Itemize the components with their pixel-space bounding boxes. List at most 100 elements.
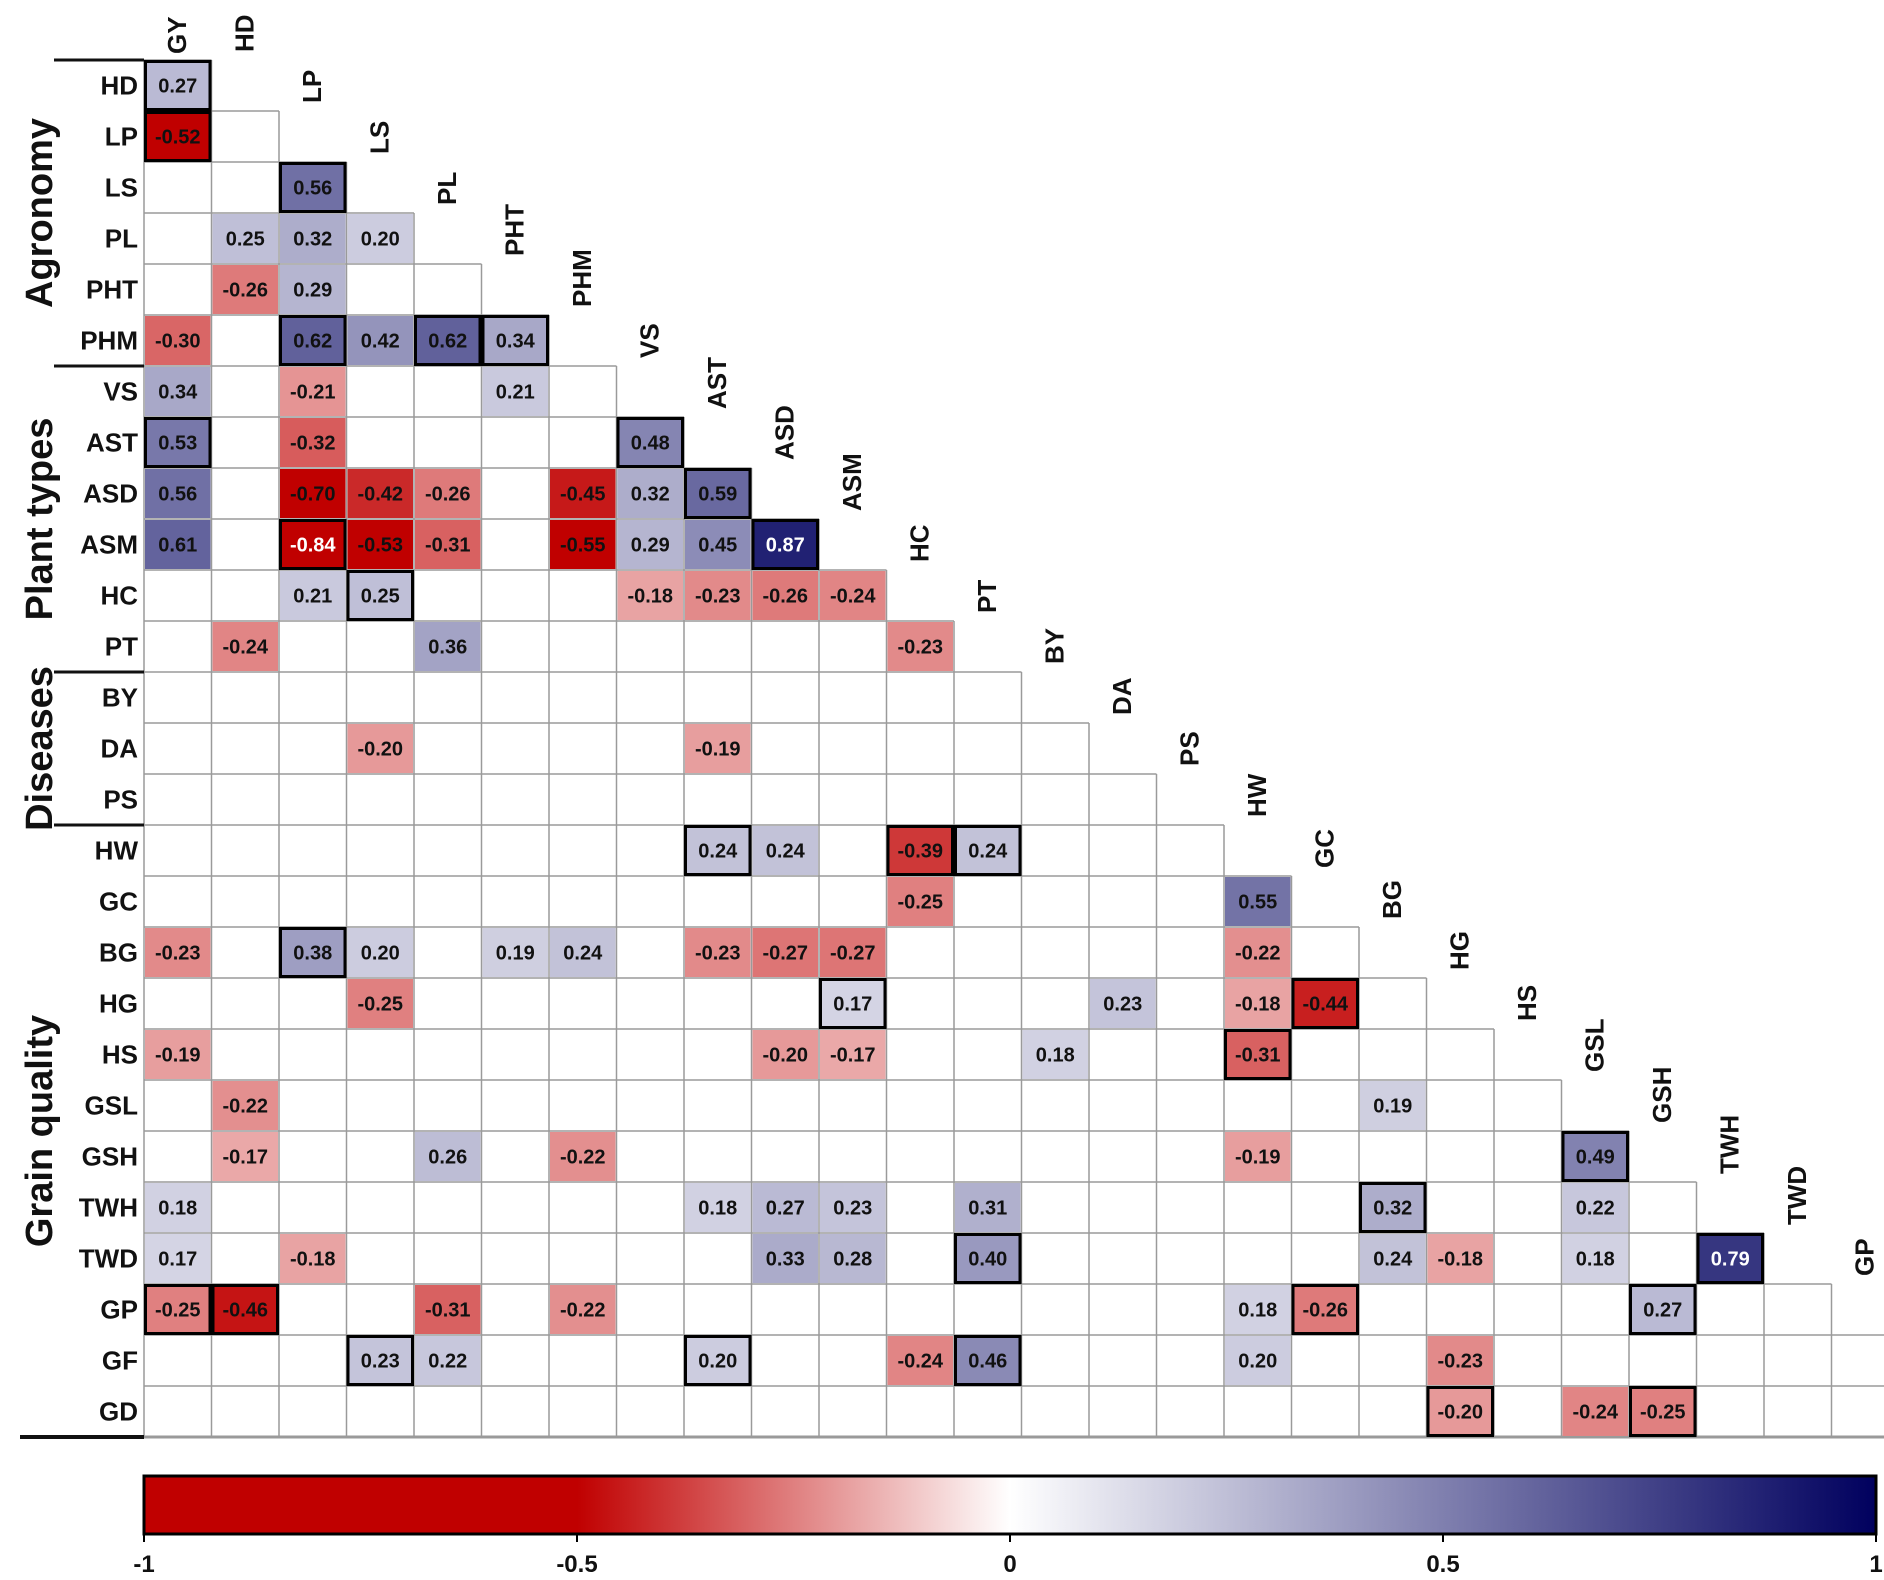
cell-value-label: 0.23 (1103, 994, 1142, 1016)
cell-value-label: -0.45 (560, 484, 606, 506)
cell-value-label: 0.29 (631, 535, 670, 557)
heatmap-cell (1225, 928, 1291, 977)
cell-value-label: -0.31 (425, 1300, 471, 1322)
column-label: HS (1512, 985, 1542, 1021)
cell-value-label: 0.18 (158, 1198, 197, 1220)
heatmap-cell (820, 1183, 886, 1232)
significant-cell-box (414, 315, 482, 366)
heatmap-cell (685, 724, 751, 773)
significant-cell-box (684, 468, 752, 519)
cell-value-label: 0.53 (158, 433, 197, 455)
heatmap-cell (955, 1336, 1021, 1385)
heatmap-cell (280, 316, 346, 365)
heatmap-cell (550, 1285, 616, 1334)
heatmap-cell (280, 214, 346, 263)
heatmap-cell (1630, 1285, 1696, 1334)
heatmap-cell (1225, 877, 1291, 926)
group-label: Plant types (19, 418, 61, 621)
heatmap-cell (280, 1234, 346, 1283)
heatmap-cell (752, 928, 818, 977)
row-label: HG (99, 989, 138, 1019)
heatmap-cell (820, 571, 886, 620)
heatmap-cell (280, 520, 346, 569)
heatmap-cell (1225, 1285, 1291, 1334)
significant-cell-box (751, 519, 819, 570)
significant-cell-box (144, 111, 212, 162)
heatmap-cell (752, 1183, 818, 1232)
heatmap-cell (280, 928, 346, 977)
cell-value-label: -0.23 (897, 637, 943, 659)
heatmap-cell (685, 520, 751, 569)
heatmap-cell (617, 520, 683, 569)
cell-value-label: 0.22 (1576, 1198, 1615, 1220)
row-label: GSL (85, 1091, 139, 1121)
heatmap-cell (685, 1336, 751, 1385)
heatmap-cell (1225, 1132, 1291, 1181)
significant-cell-box (684, 1335, 752, 1386)
heatmap-cell (145, 367, 211, 416)
heatmap-cells: 0.27 -0.52 0.56 0.25 0.32 0.20 -0.26 0.29 -0.30 0… (144, 60, 1764, 1437)
heatmap-cell (482, 928, 548, 977)
significant-cell-box (684, 825, 752, 876)
cell-value-label: 0.62 (293, 331, 332, 353)
colorbar: -1 -0.5 0 0.5 1 (133, 1474, 1883, 1578)
cell-value-label: 0.18 (1036, 1045, 1075, 1067)
row-label: ASD (83, 479, 138, 509)
cell-value-label: 0.87 (766, 535, 805, 557)
row-label: PT (105, 632, 138, 662)
cell-value-label: -0.20 (357, 739, 403, 761)
heatmap-cell (280, 469, 346, 518)
row-label: DA (100, 734, 138, 764)
heatmap-cell (415, 520, 481, 569)
cell-value-label: 0.31 (968, 1198, 1007, 1220)
significant-cell-box (211, 1284, 279, 1335)
column-label: PT (972, 580, 1002, 613)
heatmap-cell (1630, 1387, 1696, 1436)
row-label: GF (102, 1346, 138, 1376)
heatmap-cell (347, 214, 413, 263)
significant-cell-box (1359, 1182, 1427, 1233)
cell-value-label: 0.24 (968, 841, 1008, 863)
cell-value-label: 0.48 (631, 433, 670, 455)
heatmap-cell (820, 1030, 886, 1079)
heatmap-cell (1427, 1336, 1493, 1385)
group-label: Agronomy (19, 118, 61, 308)
heatmap-cell (887, 877, 953, 926)
significant-cell-box (1629, 1284, 1697, 1335)
cell-value-label: -0.44 (1302, 994, 1348, 1016)
cell-value-label: -0.84 (290, 535, 336, 557)
cell-value-label: -0.26 (425, 484, 471, 506)
significant-cell-box (1629, 1386, 1697, 1437)
cell-value-label: -0.24 (1572, 1402, 1618, 1424)
row-label: GP (100, 1295, 138, 1325)
heatmap-cell (550, 520, 616, 569)
heatmap-cell (415, 316, 481, 365)
cell-value-label: -0.70 (290, 484, 336, 506)
heatmap-cell (955, 1183, 1021, 1232)
heatmap-cell (820, 979, 886, 1028)
column-label: BY (1039, 628, 1069, 664)
cell-value-label: 0.56 (293, 178, 332, 200)
heatmap-cell (415, 1132, 481, 1181)
heatmap-cell (145, 1030, 211, 1079)
significant-cell-box (1291, 978, 1359, 1029)
significant-cell-box (481, 315, 549, 366)
heatmap-cell (280, 265, 346, 314)
significant-cell-box (819, 978, 887, 1029)
cell-value-label: -0.18 (627, 586, 673, 608)
cell-value-label: -0.22 (1235, 943, 1281, 965)
column-label: GY (162, 16, 192, 54)
heatmap-cell (212, 1285, 278, 1334)
significant-cell-box (279, 162, 347, 213)
cell-value-label: 0.24 (563, 943, 603, 965)
heatmap-cell (1360, 1234, 1426, 1283)
cell-value-label: 0.56 (158, 484, 197, 506)
cell-value-label: 0.49 (1576, 1147, 1615, 1169)
cell-value-label: 0.27 (1643, 1300, 1682, 1322)
row-label: LS (105, 173, 138, 203)
row-label: PL (105, 224, 138, 254)
cell-value-label: -0.17 (222, 1147, 268, 1169)
column-label: HC (904, 524, 934, 562)
heatmap-cell (415, 1336, 481, 1385)
